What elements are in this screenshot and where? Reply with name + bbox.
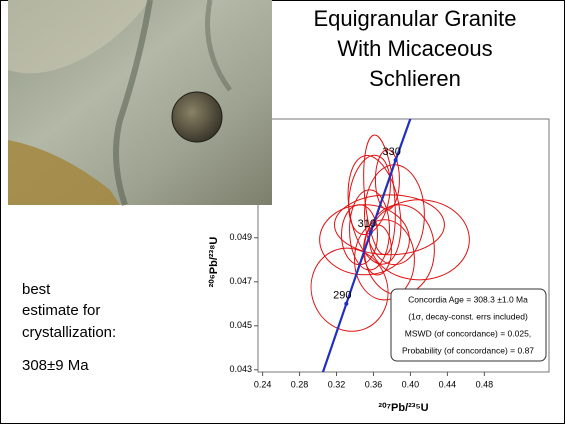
- x-tick-label: 0.40: [402, 379, 420, 389]
- result-text: (1σ, decay-const. errs included): [408, 311, 528, 321]
- side-note: estimate for: [22, 302, 100, 319]
- side-note: 308±9 Ma: [22, 357, 89, 374]
- coin: [172, 92, 222, 142]
- age-marker: [369, 230, 373, 234]
- y-axis-label: ²⁰⁶Pb/²³⁸U: [208, 237, 220, 288]
- y-tick-label: 0.049: [229, 232, 252, 242]
- x-tick-label: 0.48: [476, 379, 494, 389]
- age-marker: [394, 158, 398, 162]
- y-tick-label: 0.045: [229, 320, 252, 330]
- result-text: Concordia Age = 308.3 ±1.0 Ma: [408, 294, 528, 304]
- age-label: 290: [333, 290, 351, 302]
- result-text: MSWD (of concordance) = 0.025,: [405, 328, 531, 338]
- side-note: best: [22, 281, 51, 298]
- slide: 290 310 330 Concordia Age = 308.3 ±1.0 Ma (1…: [0, 0, 565, 424]
- age-label: 310: [358, 218, 376, 230]
- x-tick-label: 0.32: [328, 379, 346, 389]
- y-tick-label: 0.047: [229, 276, 252, 286]
- title-line: Equigranular Granite: [313, 6, 516, 31]
- result-text: Probability (of concordance) = 0.87: [402, 345, 534, 355]
- age-marker: [344, 302, 348, 306]
- page: 290 310 330 Concordia Age = 308.3 ±1.0 Ma (1…: [0, 0, 565, 424]
- photo: [8, 0, 272, 205]
- title-line: With Micaceous: [337, 36, 492, 61]
- x-axis-label: ²⁰⁷Pb/²³⁵U: [378, 402, 428, 414]
- age-label: 330: [382, 146, 400, 158]
- x-tick-label: 0.36: [365, 379, 383, 389]
- title-line: Schlieren: [369, 66, 461, 91]
- side-note: crystallization:: [22, 324, 116, 341]
- y-tick-label: 0.043: [229, 364, 252, 374]
- x-tick-label: 0.44: [439, 379, 457, 389]
- x-tick-label: 0.28: [291, 379, 309, 389]
- x-tick-label: 0.24: [254, 379, 272, 389]
